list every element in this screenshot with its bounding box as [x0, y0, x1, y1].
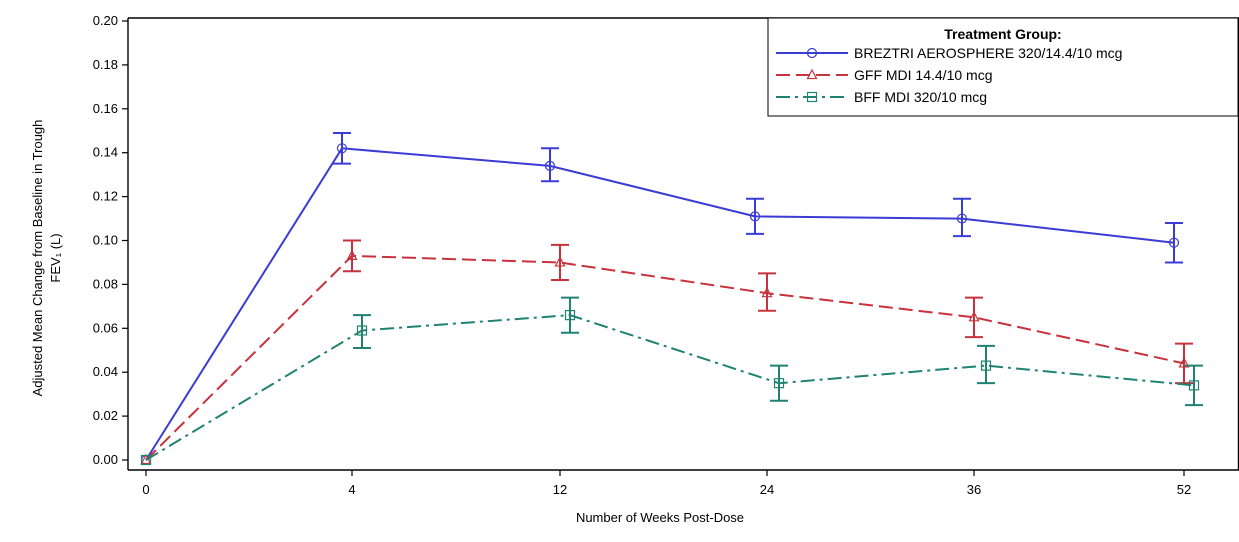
series-line: [145, 147, 1175, 461]
y-tick-label: 0.20: [93, 13, 118, 28]
y-tick-label: 0.14: [93, 145, 118, 160]
x-axis-title: Number of Weeks Post-Dose: [576, 510, 744, 525]
x-tick-label: 4: [348, 482, 355, 497]
x-tick-label: 24: [760, 482, 774, 497]
square-marker: [1188, 380, 1200, 391]
triangle-marker: [346, 249, 358, 260]
circle-marker: [749, 211, 761, 222]
triangle-marker: [1178, 357, 1190, 368]
square-marker: [564, 310, 576, 321]
y-tick-label: 0.06: [93, 320, 118, 335]
triangle-marker: [968, 311, 980, 322]
y-axis-title: Adjusted Mean Change from Baseline in Tr…: [30, 120, 63, 397]
triangle-marker: [806, 68, 818, 80]
y-axis-title-line-2: FEV₁ (L): [48, 233, 63, 282]
square-marker: [356, 325, 368, 336]
legend-item-2: GFF MDI 14.4/10 mcg: [776, 67, 992, 83]
legend-label: BREZTRI AEROSPHERE 320/14.4/10 mcg: [854, 45, 1122, 61]
square-marker: [980, 360, 992, 371]
x-tick-label: 52: [1177, 482, 1191, 497]
circle-marker: [544, 160, 556, 171]
y-tick-label: 0.08: [93, 276, 118, 291]
y-tick-label: 0.18: [93, 57, 118, 72]
legend-title: Treatment Group:: [944, 26, 1061, 42]
legend: Treatment Group: BREZTRI AEROSPHERE 320/…: [767, 17, 1239, 117]
y-tick-label: 0.16: [93, 101, 118, 116]
x-tick-label: 36: [967, 482, 981, 497]
y-axis-title-line-1: Adjusted Mean Change from Baseline in Tr…: [30, 120, 45, 397]
y-tick-label: 0.02: [93, 408, 118, 423]
x-tick-label: 12: [553, 482, 567, 497]
y-tick-label: 0.10: [93, 233, 118, 248]
square-marker: [773, 378, 785, 389]
legend-label: GFF MDI 14.4/10 mcg: [854, 67, 992, 83]
legend-item-1: BREZTRI AEROSPHERE 320/14.4/10 mcg: [776, 45, 1122, 61]
circle-marker: [806, 47, 818, 59]
legend-box: [767, 17, 1239, 117]
circle-marker: [956, 213, 968, 224]
series-1: [140, 131, 1183, 466]
series-2: [140, 239, 1193, 465]
axes: 0.00 0.02 0.04 0.06 0.08 0.10 0.12 0.14 0.16 0.18…: [93, 13, 1239, 497]
y-tick-label: 0.04: [93, 364, 118, 379]
x-tick-label: 0: [142, 482, 149, 497]
series-3: [140, 296, 1203, 466]
circle-marker: [1168, 237, 1180, 248]
square-marker: [806, 91, 818, 103]
series-line: [145, 314, 1195, 461]
triangle-marker: [761, 286, 773, 298]
legend-item-3: BFF MDI 320/10 mcg: [776, 89, 987, 105]
series-layer: [140, 131, 1203, 466]
legend-label: BFF MDI 320/10 mcg: [854, 89, 987, 105]
legend-items: BREZTRI AEROSPHERE 320/14.4/10 mcg GFF MD…: [776, 45, 1122, 105]
square-marker: [140, 454, 152, 466]
y-tick-label: 0.00: [93, 452, 118, 467]
y-tick-label: 0.12: [93, 189, 118, 204]
circle-marker: [336, 143, 348, 154]
triangle-marker: [554, 256, 566, 267]
series-line: [145, 254, 1185, 461]
